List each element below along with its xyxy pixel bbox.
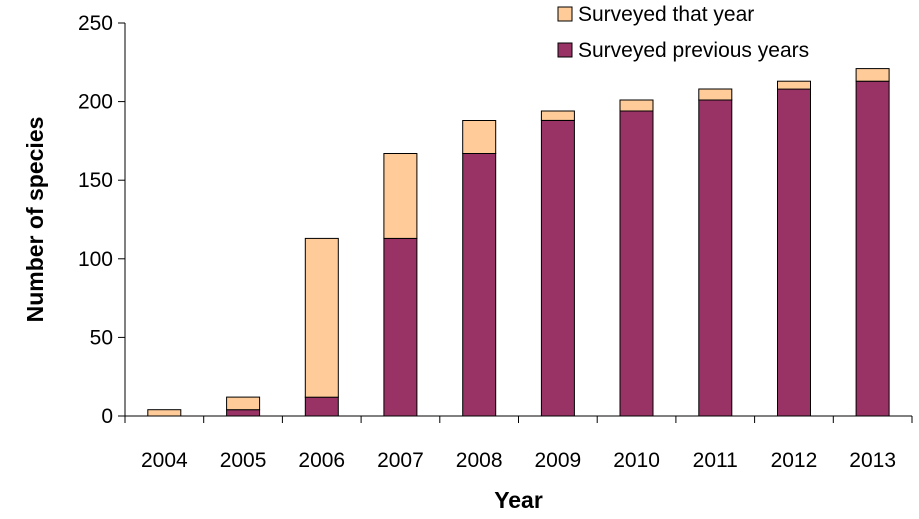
bar-that-year-2005 xyxy=(226,396,261,411)
x-tick-label: 2005 xyxy=(220,449,267,472)
bar-that-year-2010 xyxy=(619,99,654,112)
legend: Surveyed that year Surveyed previous yea… xyxy=(557,3,809,62)
x-axis-title: Year xyxy=(494,487,543,513)
x-tick-label: 2006 xyxy=(298,449,345,472)
bar-that-year-2011 xyxy=(698,88,733,101)
y-tick-label: 150 xyxy=(78,169,113,192)
bar-that-year-2008 xyxy=(462,120,497,154)
bar-previous-years-2006 xyxy=(304,396,339,417)
y-axis-title: Number of species xyxy=(22,117,48,323)
x-tick-label: 2012 xyxy=(771,449,818,472)
bar-previous-years-2005 xyxy=(226,409,261,417)
legend-swatch-surveyed-that-year xyxy=(557,6,573,22)
legend-swatch-surveyed-previous-years xyxy=(557,42,573,58)
y-tick-label: 250 xyxy=(78,12,113,35)
bar-that-year-2012 xyxy=(777,80,811,90)
bar-previous-years-2007 xyxy=(383,237,418,417)
bar-that-year-2013 xyxy=(855,68,890,82)
y-tick-label: 100 xyxy=(78,248,113,271)
bar-previous-years-2010 xyxy=(619,110,654,417)
x-tick-label: 2010 xyxy=(613,449,660,472)
y-tick-label: 50 xyxy=(90,326,113,349)
legend-label-surveyed-that-year: Surveyed that year xyxy=(578,3,754,26)
bar-previous-years-2011 xyxy=(698,99,733,417)
bar-that-year-2004 xyxy=(147,409,182,417)
bar-that-year-2007 xyxy=(383,153,418,239)
x-tick-label: 2007 xyxy=(377,449,424,472)
y-tick-label: 0 xyxy=(101,405,113,428)
bar-previous-years-2012 xyxy=(777,88,811,417)
bar-that-year-2009 xyxy=(540,110,575,121)
x-tick-label: 2013 xyxy=(849,449,896,472)
x-tick-label: 2009 xyxy=(534,449,581,472)
bar-previous-years-2013 xyxy=(855,80,890,417)
y-tick-label: 200 xyxy=(78,91,113,114)
x-axis-ticks: 2004 2005 2006 2007 2008 2009 2010 2011 2012 2013 xyxy=(124,416,913,472)
bar-previous-years-2008 xyxy=(462,153,497,417)
x-tick-label: 2008 xyxy=(456,449,503,472)
bar-that-year-2006 xyxy=(304,237,339,398)
bar-previous-years-2009 xyxy=(540,120,575,417)
bar-layer xyxy=(147,68,890,417)
x-tick-label: 2004 xyxy=(141,449,188,472)
y-axis-ticks: 0 50 100 150 200 250 xyxy=(78,12,125,428)
legend-label-surveyed-previous-years: Surveyed previous years xyxy=(578,39,809,62)
x-tick-label: 2011 xyxy=(693,449,738,472)
